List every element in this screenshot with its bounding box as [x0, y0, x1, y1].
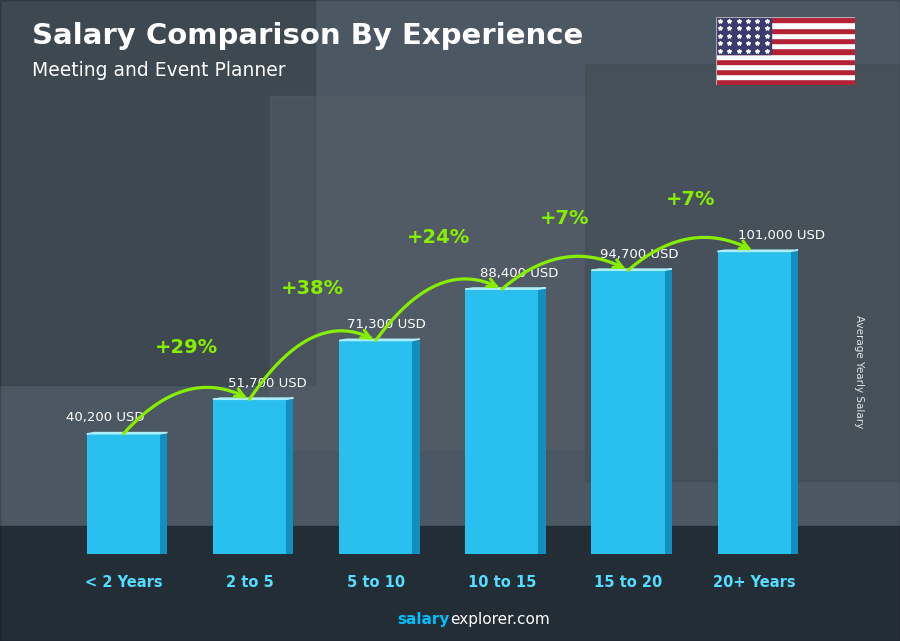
Bar	[716, 74, 855, 79]
Text: salary: salary	[398, 612, 450, 627]
Bar	[716, 54, 855, 59]
Bar	[716, 43, 855, 48]
Polygon shape	[213, 398, 293, 399]
Text: < 2 Years: < 2 Years	[85, 575, 162, 590]
Bar	[664, 271, 672, 554]
Bar	[716, 64, 855, 69]
Bar	[0, 526, 900, 641]
Bar	[0, 0, 315, 385]
Bar	[717, 251, 791, 554]
Bar	[591, 271, 664, 554]
Polygon shape	[717, 250, 798, 251]
Text: explorer.com: explorer.com	[450, 612, 550, 627]
Text: +24%: +24%	[407, 228, 471, 247]
Bar	[412, 340, 419, 554]
Bar	[716, 17, 855, 22]
Bar	[716, 33, 855, 38]
Bar	[213, 399, 286, 554]
Text: 88,400 USD: 88,400 USD	[480, 267, 558, 280]
Bar	[339, 340, 412, 554]
Text: 10 to 15: 10 to 15	[468, 575, 536, 590]
Text: Average Yearly Salary: Average Yearly Salary	[854, 315, 865, 428]
Text: 40,200 USD: 40,200 USD	[66, 412, 145, 424]
Bar	[160, 434, 167, 554]
Bar	[716, 48, 855, 54]
Bar	[538, 289, 545, 554]
Text: 15 to 20: 15 to 20	[594, 575, 662, 590]
Text: 51,700 USD: 51,700 USD	[228, 377, 306, 390]
Text: Salary Comparison By Experience: Salary Comparison By Experience	[32, 22, 583, 51]
Text: 2 to 5: 2 to 5	[226, 575, 274, 590]
Bar	[585, 64, 900, 481]
Bar	[86, 434, 160, 554]
Bar	[716, 28, 855, 33]
Bar	[465, 289, 538, 554]
Text: 94,700 USD: 94,700 USD	[599, 248, 679, 261]
Bar	[716, 79, 855, 85]
Bar	[716, 38, 855, 43]
Polygon shape	[86, 433, 167, 434]
Bar	[716, 69, 855, 74]
Text: 5 to 10: 5 to 10	[346, 575, 405, 590]
Bar	[270, 96, 720, 449]
Text: +7%: +7%	[666, 190, 716, 209]
Polygon shape	[591, 269, 672, 271]
Bar	[716, 22, 855, 28]
Text: 20+ Years: 20+ Years	[713, 575, 796, 590]
Bar	[286, 399, 293, 554]
Text: 101,000 USD: 101,000 USD	[739, 229, 825, 242]
Polygon shape	[465, 288, 545, 289]
Polygon shape	[339, 339, 419, 340]
Bar	[791, 251, 798, 554]
Text: Meeting and Event Planner: Meeting and Event Planner	[32, 61, 285, 80]
Bar	[0, 0, 900, 526]
Text: +7%: +7%	[540, 209, 590, 228]
Text: 71,300 USD: 71,300 USD	[347, 318, 427, 331]
Bar	[716, 59, 855, 64]
Text: +38%: +38%	[281, 279, 344, 298]
Bar	[716, 17, 771, 54]
Text: +29%: +29%	[155, 338, 218, 357]
